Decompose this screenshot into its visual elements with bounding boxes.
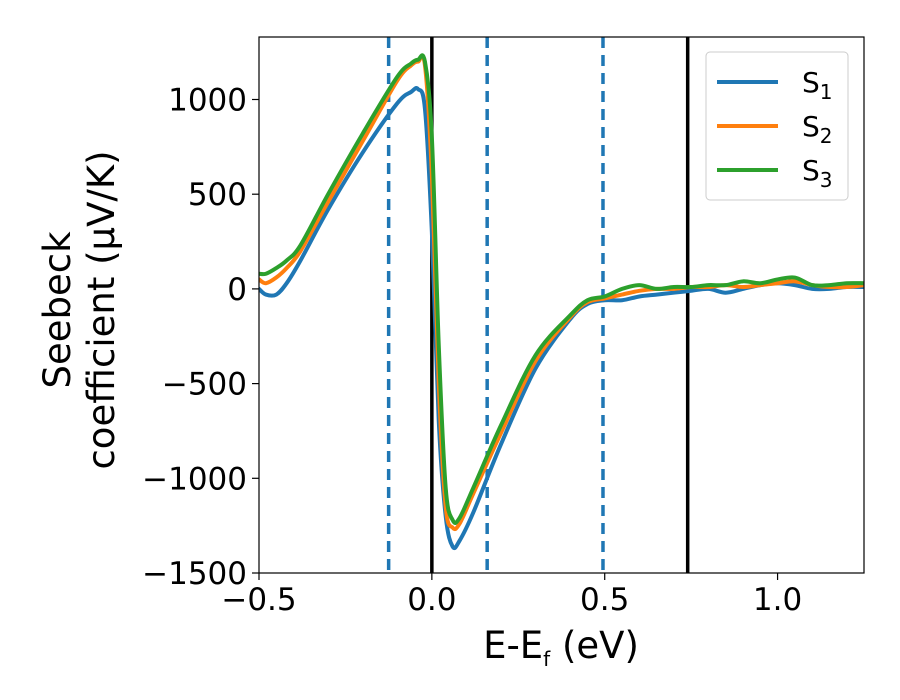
x-axis-title: E-Ef (eV) [483,624,639,671]
y-axis-title-line1: Seebeck [36,231,79,389]
series-lines [259,53,864,551]
y-axis-ticks: −1500 −1000 −500 0 500 1000 [142,83,259,592]
legend: S1 S2 S3 [705,51,849,201]
plot-frame [258,36,865,574]
y-tick-label: −1500 [142,556,247,592]
legend-label-s1: S1 [802,66,833,104]
x-axis-ticks: −0.5 0.0 0.5 1.0 [221,573,802,618]
y-tick-label: 500 [188,177,247,213]
x-tick-label: 0.5 [580,582,629,618]
y-tick-label: −1000 [142,461,247,497]
x-tick-label: −0.5 [221,582,296,618]
y-axis-title: Seebeck coefficient (μV/K) [36,150,123,469]
legend-label-s3: S3 [802,154,833,192]
series-line-s3 [259,53,864,526]
y-tick-label: 0 [227,272,247,308]
y-tick-label: 1000 [168,83,247,119]
x-tick-label: 0.0 [407,582,456,618]
y-axis-title-line2: coefficient (μV/K) [80,150,123,469]
legend-label-s2: S2 [802,110,833,148]
x-tick-label: 1.0 [753,582,802,618]
y-tick-label: −500 [162,367,247,403]
series-line-s2 [259,53,864,532]
